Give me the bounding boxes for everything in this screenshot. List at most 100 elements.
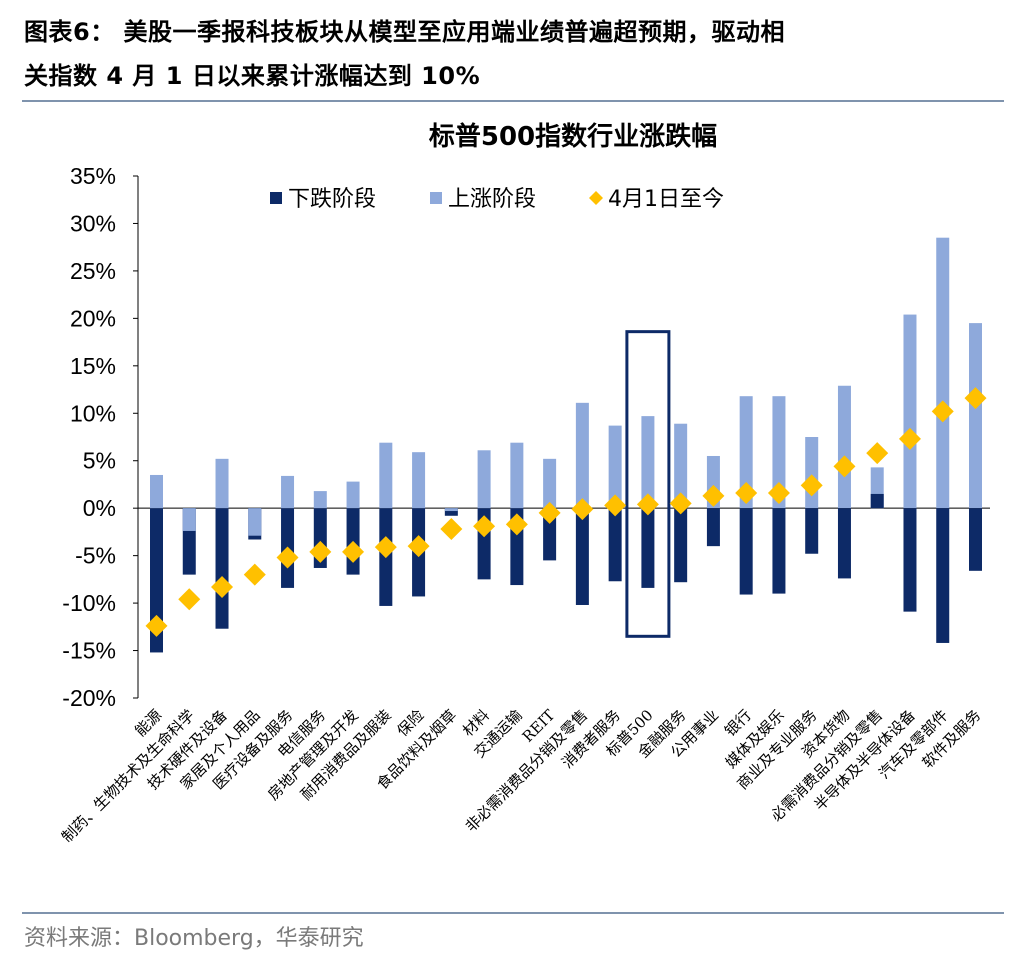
marker-point [702,484,725,507]
legend-label: 4月1日至今 [608,187,724,212]
bar-up [608,425,622,509]
marker-point [309,540,332,563]
bar-down [641,508,655,588]
bottom-divider [22,912,1004,914]
legend: 下跌阶段 上涨阶段 4月1日至今 [270,187,724,212]
bar-up [969,323,982,509]
legend-swatch [430,192,442,204]
marker-point [636,493,659,516]
y-tick-label: -10% [62,590,116,616]
marker-point [243,563,266,586]
bar-up [641,416,655,509]
markers-group [145,387,987,637]
bar-up [772,396,786,509]
x-tick-label: 制药、生物技术及生命科学 [58,706,198,846]
legend-swatch [270,192,282,204]
bar-up [510,442,524,509]
bar-up [477,450,491,509]
bar-up [412,452,426,509]
marker-point [407,535,430,558]
bar-down [706,508,720,547]
y-tick-label: 10% [70,400,116,426]
marker-point [145,614,168,637]
bar-down [543,508,557,561]
y-tick-label: -15% [62,638,116,664]
marker-point [833,455,856,478]
marker-point [800,474,823,497]
legend-swatch [589,191,603,205]
highlight-box-sp500 [625,330,671,638]
marker-point [931,400,954,423]
y-tick-label: 35% [70,163,116,189]
bar-down [150,508,163,653]
bar-down [870,493,884,509]
x-axis-labels: 能源制药、生物技术及生命科学技术硬件及设备家居及个人用品医疗设备及服务电信服务房… [58,706,984,846]
marker-point [964,387,987,410]
chart-title: 标普500指数行业涨跌幅 [429,121,717,152]
bar-up [739,396,753,509]
bar-up [543,458,557,509]
source-note: 资料来源：Bloomberg，华泰研究 [24,926,364,951]
bar-down [215,508,229,629]
legend-label: 下跌阶段 [288,187,376,212]
bar-down [903,508,917,612]
marker-point [538,501,561,524]
marker-point [767,481,790,504]
bar-down [739,508,753,595]
marker-point [571,498,594,521]
bar-down [805,508,819,554]
figure-title: 图表6： 美股一季报科技板块从模型至应用端业绩普遍超预期，驱动相 关指数 4 月… [24,10,1014,98]
marker-point [374,536,397,559]
y-tick-label: -20% [62,685,116,711]
marker-point [342,540,365,563]
bar-down [608,508,622,582]
marker-point [735,481,758,504]
bar-up [150,474,163,509]
y-tick-label: -5% [75,543,116,569]
y-tick-label: 25% [70,258,116,284]
y-tick-label: 5% [83,448,116,474]
y-tick-label: 20% [70,305,116,331]
bar-up [248,508,262,536]
bar-up [674,423,688,509]
bar-up [379,442,393,509]
top-divider [22,100,1004,102]
marker-point [505,513,528,536]
marker-point [898,427,921,450]
figure-title-line2: 关指数 4 月 1 日以来累计涨幅达到 10% [24,62,481,90]
bars-group [150,237,982,653]
y-tick-label: 30% [70,210,116,236]
bar-up [346,481,360,509]
marker-point [604,494,627,517]
bar-up [444,508,458,512]
bar-up [805,437,819,509]
bar-up [837,385,851,509]
bar-down [772,508,786,594]
y-tick-label: 15% [70,353,116,379]
bar-down [575,508,589,605]
marker-point [276,546,299,569]
y-tick-label: 0% [83,495,116,521]
bar-down [969,508,982,571]
bar-down [837,508,851,579]
marker-point [473,515,496,538]
marker-point [866,442,889,465]
bar-up [903,314,917,509]
bar-up [936,237,950,509]
bar-up [575,402,589,509]
marker-point [440,518,463,541]
bar-up [313,491,327,509]
bar-up [182,508,196,531]
bar-down [674,508,688,583]
marker-point [178,588,201,611]
legend-label: 上涨阶段 [448,187,536,212]
bar-down [444,508,458,516]
y-axis: 35% 30% 25% 20% 15% 10% 5% 0% -5% -10% -15% -20% [62,163,990,711]
figure-title-line1: 图表6： 美股一季报科技板块从模型至应用端业绩普遍超预期，驱动相 [24,18,786,46]
marker-point [211,575,234,598]
bar-up [281,475,295,509]
bar-down [936,508,950,643]
marker-point [669,492,692,515]
bar-up [215,458,229,509]
